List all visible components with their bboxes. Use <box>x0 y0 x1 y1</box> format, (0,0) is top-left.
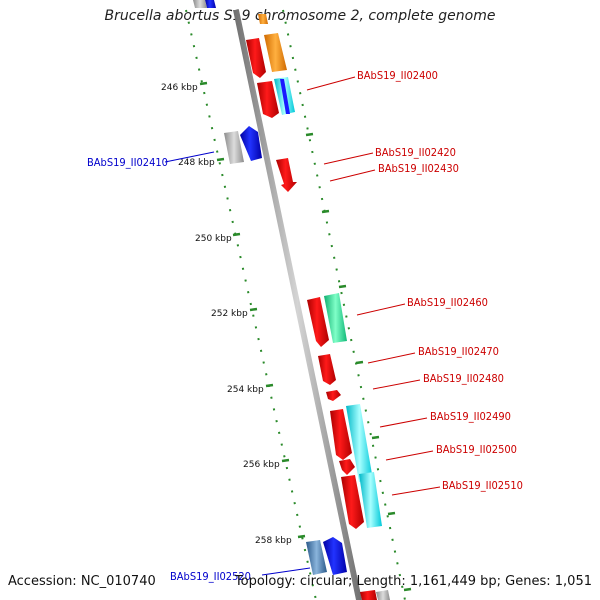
kbp-label-258: 258 kbp <box>255 536 292 546</box>
kbp-label-256: 256 kbp <box>243 460 280 470</box>
gene-blue-02520[interactable] <box>323 537 347 575</box>
gene-label-02480[interactable]: BAbS19_II02480 <box>423 372 504 385</box>
gene-red-bottom[interactable] <box>360 590 377 600</box>
gene-features-top[interactable] <box>193 0 295 118</box>
gene-label-02400[interactable]: BAbS19_II02400 <box>357 69 438 82</box>
gene-label-02470[interactable]: BAbS19_II02470 <box>418 345 499 358</box>
gene-label-02460[interactable]: BAbS19_II02460 <box>407 296 488 309</box>
gene-steel-02520[interactable] <box>306 540 327 575</box>
gene-label-02430[interactable]: BAbS19_II02430 <box>378 162 459 175</box>
gene-red-b[interactable] <box>257 81 279 118</box>
gene-label-02520[interactable]: BAbS19_II02520 <box>170 570 251 583</box>
gene-gray-top[interactable] <box>193 0 207 8</box>
gene-orange-tiny[interactable] <box>258 14 268 24</box>
gene-red-02480[interactable] <box>326 390 341 401</box>
gene-label-02510[interactable]: BAbS19_II02510 <box>442 479 523 492</box>
gene-gray-02410[interactable] <box>224 131 244 164</box>
gene-blue-top[interactable] <box>205 0 216 8</box>
genome-summary-text: Topology: circular; Length: 1,161,449 bp… <box>234 574 592 589</box>
gene-cyan-02490[interactable] <box>346 404 373 482</box>
kbp-label-250: 250 kbp <box>195 234 232 244</box>
gene-red-02510[interactable] <box>341 475 364 529</box>
gene-red-02460[interactable] <box>307 297 329 347</box>
gene-orange-a[interactable] <box>264 33 287 72</box>
gene-label-02490[interactable]: BAbS19_II02490 <box>430 410 511 423</box>
gene-label-02500[interactable]: BAbS19_II02500 <box>436 443 517 456</box>
gene-blue-02410[interactable] <box>240 126 262 161</box>
kbp-ticks <box>199 81 306 539</box>
kbp-label-252: 252 kbp <box>211 309 248 319</box>
kbp-ticks-right <box>305 132 412 592</box>
kbp-label-248: 248 kbp <box>178 158 215 168</box>
gene-label-02420[interactable]: BAbS19_II02420 <box>375 146 456 159</box>
page-title: Brucella abortus S19 chromosome 2, compl… <box>104 8 496 24</box>
kbp-label-246: 246 kbp <box>161 83 198 93</box>
chromosome-backbone <box>233 10 362 600</box>
gene-green-02460[interactable] <box>324 293 347 343</box>
gene-red-02420[interactable] <box>276 158 297 192</box>
leader-lines <box>164 76 441 576</box>
gene-gray-bottom[interactable] <box>376 590 390 600</box>
gene-cyan-02510[interactable] <box>359 472 382 528</box>
gene-red-02500[interactable] <box>339 459 355 475</box>
accession-text: Accession: NC_010740 <box>8 574 156 589</box>
dotted-track-right <box>282 9 406 600</box>
kbp-label-254: 254 kbp <box>227 385 264 395</box>
gene-blue-stripe[interactable] <box>280 79 290 114</box>
gene-red-02490[interactable] <box>330 409 352 460</box>
gene-red-a[interactable] <box>246 38 266 78</box>
gene-label-02410[interactable]: BAbS19_II02410 <box>87 156 168 169</box>
gene-red-02470[interactable] <box>318 354 336 385</box>
